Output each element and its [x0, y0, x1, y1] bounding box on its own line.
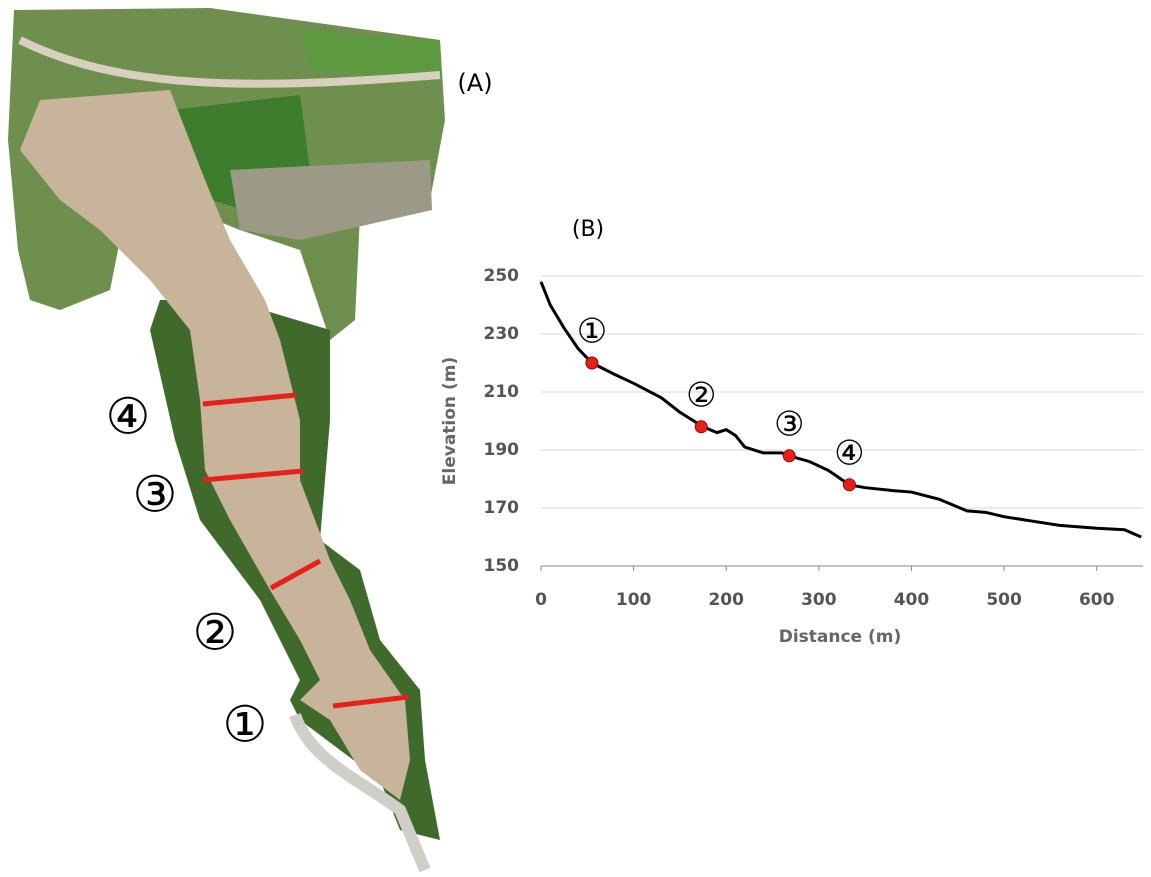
section-label: ②: [193, 604, 238, 662]
x-tick-label: 600: [1079, 590, 1115, 610]
point-marker: [782, 449, 796, 463]
y-axis-label: Elevation (m): [440, 357, 460, 485]
x-tick-label: 300: [801, 590, 837, 610]
section-line: [269, 558, 322, 591]
point-label: ①: [577, 312, 607, 352]
plot: 150 170 190 210 230 250 0 100 200 300 400 500 600 ① ② ③…: [484, 266, 1143, 610]
aerial-image: [8, 8, 445, 873]
section-line: [202, 392, 297, 407]
point-marker: [694, 420, 708, 434]
point-marker: [842, 478, 856, 492]
x-tick-label: 200: [708, 590, 744, 610]
debris-flow: [20, 90, 410, 800]
y-tick-label: 150: [484, 556, 520, 576]
village: [230, 160, 432, 240]
section-label: ④: [106, 388, 151, 446]
x-tick-label: 500: [986, 590, 1022, 610]
x-axis-label: Distance (m): [779, 627, 902, 647]
road: [289, 712, 431, 873]
y-tick-label: 230: [484, 324, 520, 344]
y-tick-label: 250: [484, 266, 520, 286]
x-tick-label: 0: [535, 590, 547, 610]
profile-line: [539, 281, 1142, 539]
y-tick-label: 170: [484, 498, 520, 518]
section-label: ①: [223, 696, 268, 754]
y-tick-label: 210: [484, 382, 520, 402]
point-label: ④: [834, 433, 864, 473]
road: [18, 36, 441, 88]
point-marker: [585, 356, 599, 370]
point-label: ②: [686, 375, 716, 415]
panel-label: (A): [457, 69, 492, 97]
y-tick-label: 190: [484, 440, 520, 460]
section-label: ③: [133, 466, 178, 524]
x-tick-label: 400: [894, 590, 930, 610]
x-tick-label: 100: [616, 590, 652, 610]
section-line: [202, 468, 304, 483]
panel-label: (B): [572, 217, 604, 242]
point-label: ③: [774, 404, 804, 444]
section-line: [332, 694, 409, 709]
fields: [300, 30, 442, 80]
